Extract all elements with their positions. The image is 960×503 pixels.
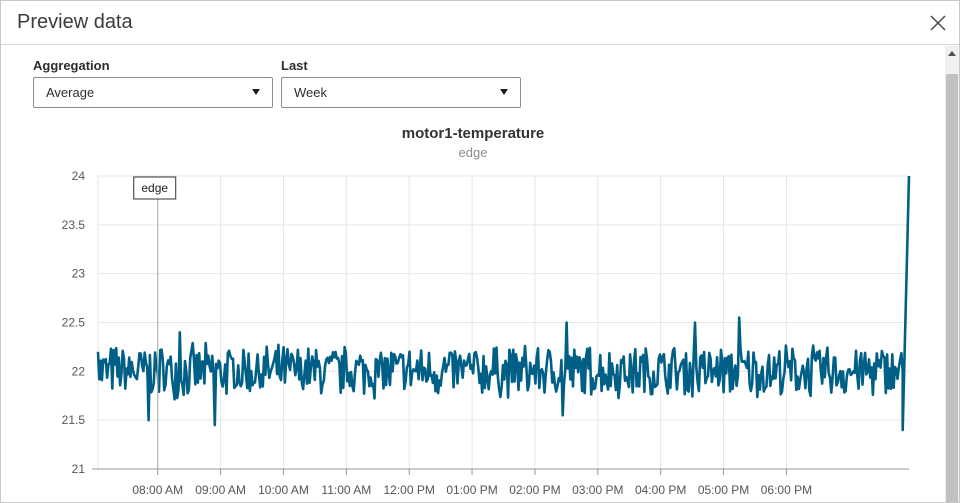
- last-value: Week: [294, 85, 327, 100]
- scroll-up-icon[interactable]: [948, 51, 956, 56]
- dialog-content: Aggregation Average Last Week motor1-tem…: [1, 46, 945, 502]
- y-tick-label: 22: [72, 364, 86, 378]
- x-tick-label: 08:00 AM: [132, 483, 183, 497]
- y-tick-label: 23.5: [62, 218, 86, 232]
- x-tick-label: 10:00 AM: [258, 483, 309, 497]
- y-tick-label: 21: [72, 462, 86, 476]
- chevron-down-icon: [252, 89, 260, 95]
- tooltip-label: edge: [141, 181, 168, 195]
- last-select[interactable]: Week: [281, 77, 521, 108]
- x-tick-label: 11:00 AM: [321, 483, 371, 497]
- y-tick-label: 22.5: [62, 316, 86, 330]
- x-tick-label: 03:00 PM: [572, 483, 623, 497]
- x-tick-label: 02:00 PM: [509, 483, 560, 497]
- temperature-chart[interactable]: motor1-temperature edge 21 21.5 22 22.5 23 23…: [1, 46, 945, 502]
- aggregation-value: Average: [46, 85, 95, 100]
- y-tick-label: 23: [72, 267, 86, 281]
- aggregation-select[interactable]: Average: [33, 77, 273, 108]
- scroll-thumb[interactable]: [946, 74, 958, 502]
- x-tick-label: 06:00 PM: [761, 483, 812, 497]
- x-tick-label: 01:00 PM: [446, 483, 497, 497]
- x-tick-label: 09:00 AM: [195, 483, 246, 497]
- close-icon[interactable]: [927, 12, 949, 34]
- chart-title: motor1-temperature: [402, 125, 545, 142]
- series-line-edge[interactable]: [96, 175, 911, 432]
- dialog-header: Preview data: [1, 1, 959, 45]
- dialog-title: Preview data: [17, 11, 133, 33]
- y-tick-label: 21.5: [62, 413, 86, 427]
- x-tick-label: 04:00 PM: [635, 483, 686, 497]
- vertical-scrollbar[interactable]: [945, 46, 959, 502]
- tooltip-box: [133, 176, 177, 200]
- aggregation-label: Aggregation: [33, 58, 110, 73]
- y-tick-label: 24: [72, 169, 86, 183]
- chevron-down-icon: [500, 89, 508, 95]
- last-label: Last: [281, 58, 308, 73]
- x-tick-label: 12:00 PM: [384, 483, 435, 497]
- x-tick-label: 05:00 PM: [698, 483, 749, 497]
- chart-subtitle: edge: [459, 145, 488, 160]
